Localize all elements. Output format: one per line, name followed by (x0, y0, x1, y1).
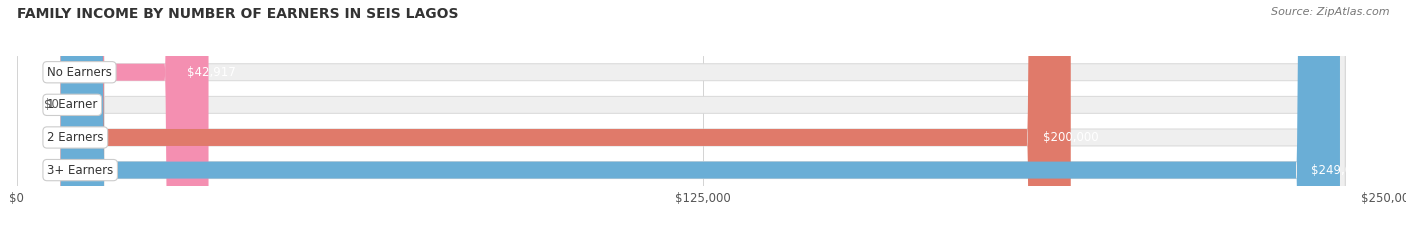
FancyBboxPatch shape (60, 0, 1071, 233)
FancyBboxPatch shape (60, 0, 1346, 233)
Text: FAMILY INCOME BY NUMBER OF EARNERS IN SEIS LAGOS: FAMILY INCOME BY NUMBER OF EARNERS IN SE… (17, 7, 458, 21)
Text: No Earners: No Earners (46, 66, 112, 79)
FancyBboxPatch shape (60, 0, 1346, 233)
Text: $0: $0 (45, 98, 59, 111)
Text: 3+ Earners: 3+ Earners (46, 164, 114, 177)
Text: 2 Earners: 2 Earners (46, 131, 104, 144)
Text: 1 Earner: 1 Earner (46, 98, 97, 111)
Text: Source: ZipAtlas.com: Source: ZipAtlas.com (1271, 7, 1389, 17)
FancyBboxPatch shape (60, 0, 208, 233)
FancyBboxPatch shape (60, 0, 1340, 233)
Text: $42,917: $42,917 (187, 66, 236, 79)
Text: $249,044: $249,044 (1312, 164, 1368, 177)
FancyBboxPatch shape (60, 0, 1346, 233)
FancyBboxPatch shape (60, 0, 1346, 233)
Text: $200,000: $200,000 (1043, 131, 1098, 144)
